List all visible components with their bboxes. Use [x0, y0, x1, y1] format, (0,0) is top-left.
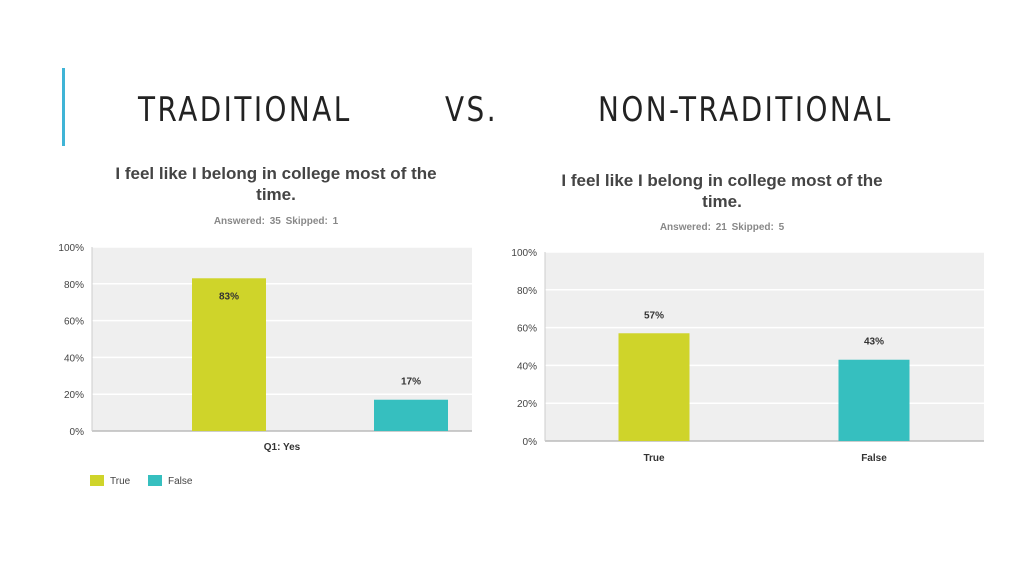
chart2-y-tick-label: 60% — [517, 324, 537, 335]
chart1-title: I feel like I belong in college most of … — [115, 164, 437, 204]
chart2-x-tick-label: False — [861, 453, 887, 464]
chart1-y-tick-label: 60% — [64, 317, 84, 328]
chart2-plot-area — [545, 252, 984, 441]
chart1-legend-label: False — [168, 476, 193, 487]
chart2-y-tick-label: 100% — [511, 248, 537, 259]
chart1-data-label: 83% — [219, 291, 239, 302]
chart1-y-tick-label: 40% — [64, 353, 84, 364]
chart2-y-tick-label: 20% — [517, 399, 537, 410]
chart1-meta: Answered: 35 Skipped: 1 — [213, 216, 339, 227]
chart1-bar-true — [192, 278, 266, 431]
chart1-y-tick-label: 100% — [58, 243, 84, 254]
chart1-y-tick-label: 0% — [70, 427, 85, 438]
chart2-bar-false — [838, 359, 910, 441]
heading-vs: VS. — [445, 90, 499, 130]
chart1-bar-false — [374, 399, 448, 431]
chart1-x-tick-label: Q1: Yes — [264, 442, 301, 453]
chart2-x-tick-label: True — [643, 453, 665, 464]
chart1-y-tick-label: 80% — [64, 280, 84, 291]
chart2-y-tick-label: 80% — [517, 286, 537, 297]
chart2-bar-true — [618, 333, 690, 441]
chart2-data-label: 43% — [864, 337, 884, 348]
chart1-y-tick-label: 20% — [64, 390, 84, 401]
heading-traditional: TRADITIONAL — [138, 90, 352, 130]
accent-bar — [62, 68, 65, 146]
heading-non-traditional: NON-TRADITIONAL — [598, 90, 893, 130]
chart1-legend-label: True — [110, 476, 131, 487]
chart2-y-tick-label: 40% — [517, 361, 537, 372]
chart1-data-label: 17% — [401, 377, 421, 388]
chart2-meta: Answered: 21 Skipped: 5 — [659, 222, 785, 233]
chart2-title: I feel like I belong in college most of … — [561, 171, 883, 211]
chart2-y-tick-label: 0% — [523, 437, 538, 448]
chart1-legend-swatch — [90, 475, 104, 486]
chart1-legend-swatch — [148, 475, 162, 486]
chart2-data-label: 57% — [644, 310, 664, 321]
